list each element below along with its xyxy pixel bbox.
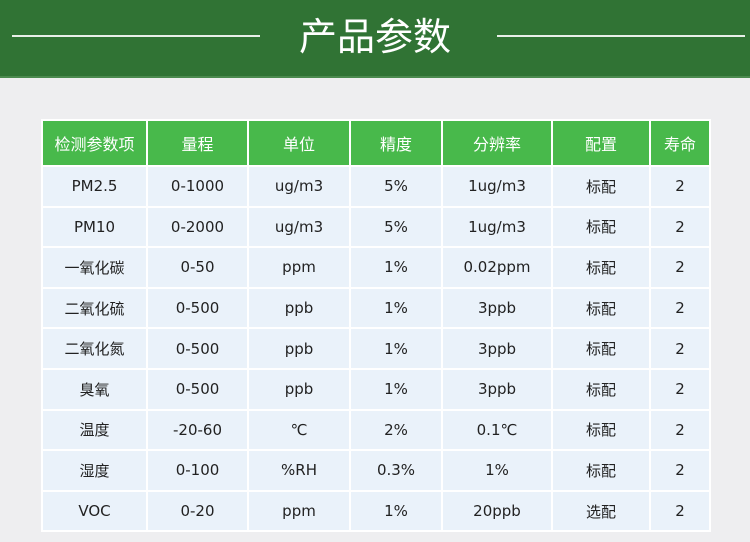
table-cell: 2	[649, 205, 711, 249]
table-cell: VOC	[41, 489, 148, 533]
table-cell: ug/m3	[247, 205, 351, 249]
table-row: VOC 0-20 ppm 1% 20ppb 选配 2	[41, 489, 711, 533]
table-cell: 标配	[551, 408, 651, 452]
table-cell: ppb	[247, 367, 351, 411]
table-cell: 1%	[349, 286, 443, 330]
table-cell: 0-1000	[146, 165, 249, 208]
divider-right	[497, 35, 745, 37]
table-cell: 3ppb	[441, 327, 553, 370]
table-cell: 2	[649, 286, 711, 330]
page-title: 产品参数	[298, 15, 451, 59]
table-row: 温度 -20-60 ℃ 2% 0.1℃ 标配 2	[41, 408, 711, 452]
table-cell: 标配	[551, 165, 651, 208]
table-cell: 臭氧	[41, 367, 148, 411]
table-cell: 标配	[551, 286, 651, 330]
table-cell: 2	[649, 246, 711, 289]
table-cell: 0-100	[146, 449, 249, 492]
table-cell: 2%	[349, 408, 443, 452]
table-cell: 2	[649, 489, 711, 533]
table-cell: 0-50	[146, 246, 249, 289]
table-cell: 1ug/m3	[441, 165, 553, 208]
table-cell: 2	[649, 449, 711, 492]
table-cell: 0-500	[146, 286, 249, 330]
table-cell: 3ppb	[441, 286, 553, 330]
table-cell: 3ppb	[441, 367, 553, 411]
table-cell: 0.1℃	[441, 408, 553, 452]
table-cell: 标配	[551, 449, 651, 492]
table-cell: 0-500	[146, 327, 249, 370]
table-cell: 湿度	[41, 449, 148, 492]
table-cell: 5%	[349, 165, 443, 208]
table-cell: 2	[649, 408, 711, 452]
column-header: 检测参数项	[41, 119, 148, 167]
table-cell: 2	[649, 367, 711, 411]
column-header: 量程	[146, 119, 249, 167]
column-header: 单位	[247, 119, 351, 167]
table-cell: ppb	[247, 327, 351, 370]
table-cell: 标配	[551, 327, 651, 370]
table-cell: PM10	[41, 205, 148, 249]
table-row: 湿度 0-100 %RH 0.3% 1% 标配 2	[41, 449, 711, 492]
column-header: 精度	[349, 119, 443, 167]
table-cell: 0.3%	[349, 449, 443, 492]
table-row: 二氧化硫 0-500 ppb 1% 3ppb 标配 2	[41, 286, 711, 330]
table-cell: 0.02ppm	[441, 246, 553, 289]
table-cell: 二氧化硫	[41, 286, 148, 330]
table-cell: 1%	[349, 489, 443, 533]
table-cell: ppm	[247, 489, 351, 533]
table-cell: 1%	[349, 367, 443, 411]
table-cell: ℃	[247, 408, 351, 452]
table-cell: %RH	[247, 449, 351, 492]
table-cell: ppb	[247, 286, 351, 330]
table-row: PM10 0-2000 ug/m3 5% 1ug/m3 标配 2	[41, 205, 711, 249]
table-cell: PM2.5	[41, 165, 148, 208]
table-cell: 1%	[349, 327, 443, 370]
params-table: 检测参数项 量程 单位 精度 分辨率 配置 寿命 PM2.5 0-1000 ug/m3 5% 1ug…	[41, 119, 711, 533]
banner: 产品参数	[0, 0, 750, 78]
table-cell: 温度	[41, 408, 148, 452]
table-cell: 2	[649, 165, 711, 208]
table-cell: 0-500	[146, 367, 249, 411]
table-cell: ug/m3	[247, 165, 351, 208]
table-cell: 1%	[441, 449, 553, 492]
table-cell: 二氧化氮	[41, 327, 148, 370]
table-cell: 标配	[551, 205, 651, 249]
table-row: PM2.5 0-1000 ug/m3 5% 1ug/m3 标配 2	[41, 165, 711, 208]
column-header: 寿命	[649, 119, 711, 167]
table-cell: 标配	[551, 367, 651, 411]
column-header: 配置	[551, 119, 651, 167]
table-cell: 0-2000	[146, 205, 249, 249]
table-cell: 1%	[349, 246, 443, 289]
table-cell: 2	[649, 327, 711, 370]
table-cell: 标配	[551, 246, 651, 289]
table-cell: 5%	[349, 205, 443, 249]
column-header: 分辨率	[441, 119, 553, 167]
table-cell: 20ppb	[441, 489, 553, 533]
table-row: 一氧化碳 0-50 ppm 1% 0.02ppm 标配 2	[41, 246, 711, 289]
table-cell: 1ug/m3	[441, 205, 553, 249]
table-cell: -20-60	[146, 408, 249, 452]
table-row: 臭氧 0-500 ppb 1% 3ppb 标配 2	[41, 367, 711, 411]
table-row: 二氧化氮 0-500 ppb 1% 3ppb 标配 2	[41, 327, 711, 370]
table-cell: ppm	[247, 246, 351, 289]
table-cell: 一氧化碳	[41, 246, 148, 289]
divider-left	[12, 35, 260, 37]
table-cell: 0-20	[146, 489, 249, 533]
table-cell: 选配	[551, 489, 651, 533]
